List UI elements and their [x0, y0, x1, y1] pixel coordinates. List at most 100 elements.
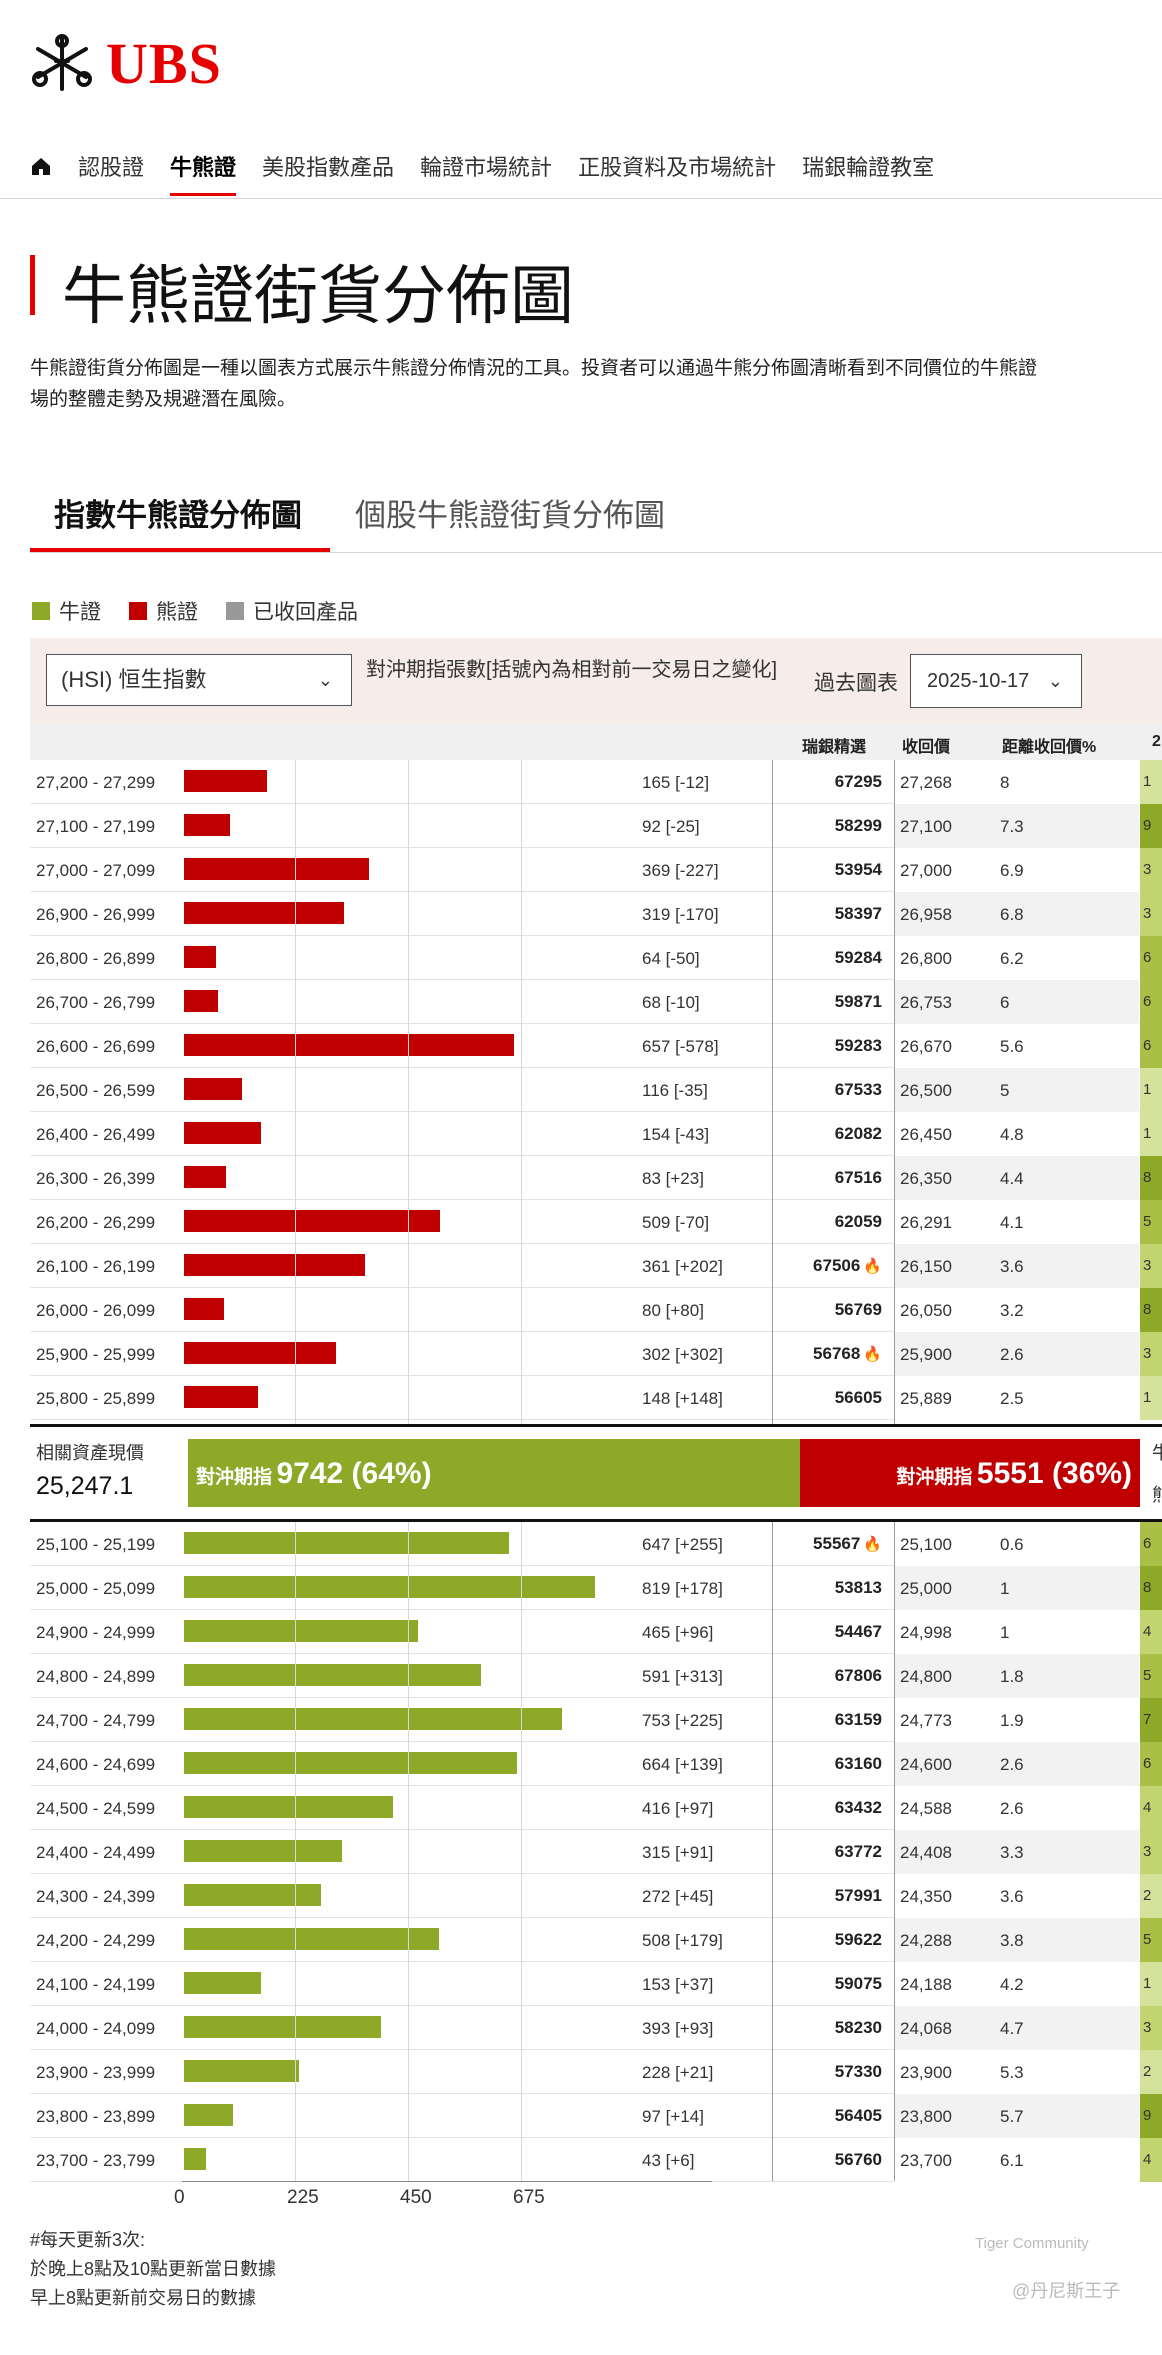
warrant-code-link[interactable]: 63432	[834, 1798, 882, 1817]
table-row[interactable]: 24,600 - 24,699 664 [+139] 63160 24,600 2.6 6	[30, 1742, 1162, 1786]
table-row[interactable]: 25,800 - 25,899 148 [+148] 56605 25,889 2.5 1	[30, 1376, 1162, 1420]
chart-bar[interactable]	[184, 1664, 481, 1686]
chart-bar[interactable]	[184, 2148, 206, 2170]
table-row[interactable]: 24,700 - 24,799 753 [+225] 63159 24,773 1.9 7	[30, 1698, 1162, 1742]
warrant-code-link[interactable]: 63159	[834, 1710, 882, 1729]
table-row[interactable]: 26,900 - 26,999 319 [-170] 58397 26,958 6.8 3	[30, 892, 1162, 936]
table-row[interactable]: 23,900 - 23,999 228 [+21] 57330 23,900 5.3 2	[30, 2050, 1162, 2094]
chart-bar[interactable]	[184, 1796, 393, 1818]
warrant-code-link[interactable]: 67506 🔥	[813, 1256, 882, 1275]
table-row[interactable]: 23,800 - 23,899 97 [+14] 56405 23,800 5.7 9	[30, 2094, 1162, 2138]
chart-bar[interactable]	[184, 814, 230, 836]
warrant-code-link[interactable]: 56768 🔥	[813, 1344, 882, 1363]
date-select[interactable]: 2025-10-17 ⌄	[910, 654, 1082, 708]
warrant-code-link[interactable]: 56605	[834, 1388, 882, 1407]
table-row[interactable]: 24,800 - 24,899 591 [+313] 67806 24,800 1.8 5	[30, 1654, 1162, 1698]
tab-index-cbbc[interactable]: 指數牛熊證分佈圖	[54, 498, 302, 533]
legend-called[interactable]: 已收回產品	[226, 596, 358, 626]
nav-item-education[interactable]: 瑞銀輪證教室	[802, 155, 935, 180]
chart-bar[interactable]	[184, 1166, 226, 1188]
warrant-code-link[interactable]: 58397	[834, 904, 882, 923]
table-row[interactable]: 25,900 - 25,999 302 [+302] 56768 🔥 25,900 2.6…	[30, 1332, 1162, 1376]
warrant-code-link[interactable]: 59075	[834, 1974, 882, 1993]
nav-item-stock-stats[interactable]: 正股資料及市場統計	[578, 155, 777, 180]
ubs-logo[interactable]: UBS	[30, 28, 222, 98]
warrant-code-link[interactable]: 53954	[834, 860, 882, 879]
chart-bar[interactable]	[184, 1078, 242, 1100]
warrant-code-link[interactable]: 54467	[834, 1622, 882, 1641]
warrant-code-link[interactable]: 59283	[834, 1036, 882, 1055]
table-row[interactable]: 26,800 - 26,899 64 [-50] 59284 26,800 6.2 6	[30, 936, 1162, 980]
table-row[interactable]: 24,500 - 24,599 416 [+97] 63432 24,588 2.6 4	[30, 1786, 1162, 1830]
legend-bull[interactable]: 牛證	[32, 596, 101, 626]
home-icon[interactable]	[30, 155, 52, 177]
chart-bar[interactable]	[184, 1254, 365, 1276]
chart-bar[interactable]	[184, 1034, 514, 1056]
table-row[interactable]: 23,700 - 23,799 43 [+6] 56760 23,700 6.1 4	[30, 2138, 1162, 2182]
warrant-code-link[interactable]: 56760	[834, 2150, 882, 2169]
table-row[interactable]: 26,300 - 26,399 83 [+23] 67516 26,350 4.4 8	[30, 1156, 1162, 1200]
chart-bar[interactable]	[184, 2016, 381, 2038]
nav-item-warrants[interactable]: 認股證	[78, 155, 145, 180]
warrant-code-link[interactable]: 62059	[834, 1212, 882, 1231]
warrant-code-link[interactable]: 67806	[834, 1666, 882, 1685]
table-row[interactable]: 27,000 - 27,099 369 [-227] 53954 27,000 6.9 3	[30, 848, 1162, 892]
chart-bar[interactable]	[184, 946, 216, 968]
warrant-code-link[interactable]: 63160	[834, 1754, 882, 1773]
chart-bar[interactable]	[184, 990, 218, 1012]
table-row[interactable]: 24,100 - 24,199 153 [+37] 59075 24,188 4.2 1	[30, 1962, 1162, 2006]
table-row[interactable]: 26,700 - 26,799 68 [-10] 59871 26,753 6 6	[30, 980, 1162, 1024]
warrant-code-link[interactable]: 58230	[834, 2018, 882, 2037]
chart-bar[interactable]	[184, 1122, 261, 1144]
warrant-code-link[interactable]: 67516	[834, 1168, 882, 1187]
chart-bar[interactable]	[184, 1840, 342, 1862]
chart-bar[interactable]	[184, 1752, 517, 1774]
warrant-code-link[interactable]: 59871	[834, 992, 882, 1011]
warrant-code-link[interactable]: 58299	[834, 816, 882, 835]
table-row[interactable]: 26,200 - 26,299 509 [-70] 62059 26,291 4.1 5	[30, 1200, 1162, 1244]
warrant-code-link[interactable]: 67533	[834, 1080, 882, 1099]
chart-bar[interactable]	[184, 1342, 336, 1364]
table-row[interactable]: 26,400 - 26,499 154 [-43] 62082 26,450 4.8 1	[30, 1112, 1162, 1156]
table-row[interactable]: 25,000 - 25,099 819 [+178] 53813 25,000 1 8	[30, 1566, 1162, 1610]
chart-bar[interactable]	[184, 1576, 595, 1598]
chart-bar[interactable]	[184, 1532, 509, 1554]
warrant-code-link[interactable]: 63772	[834, 1842, 882, 1861]
table-row[interactable]: 24,300 - 24,399 272 [+45] 57991 24,350 3.6 2	[30, 1874, 1162, 1918]
table-row[interactable]: 27,100 - 27,199 92 [-25] 58299 27,100 7.3 9	[30, 804, 1162, 848]
legend-bear[interactable]: 熊證	[129, 596, 198, 626]
chart-bar[interactable]	[184, 1972, 261, 1994]
chart-bar[interactable]	[184, 1298, 224, 1320]
table-row[interactable]: 25,100 - 25,199 647 [+255] 55567 🔥 25,100 0.6…	[30, 1522, 1162, 1566]
chart-bar[interactable]	[184, 1386, 258, 1408]
chart-bar[interactable]	[184, 858, 369, 880]
chart-bar[interactable]	[184, 770, 267, 792]
chart-bar[interactable]	[184, 902, 344, 924]
warrant-code-link[interactable]: 56769	[834, 1300, 882, 1319]
warrant-code-link[interactable]: 59284	[834, 948, 882, 967]
chart-bar[interactable]	[184, 1928, 439, 1950]
nav-item-market-stats[interactable]: 輪證市場統計	[420, 155, 553, 180]
table-row[interactable]: 26,000 - 26,099 80 [+80] 56769 26,050 3.2 8	[30, 1288, 1162, 1332]
chart-bar[interactable]	[184, 1210, 440, 1232]
warrant-code-link[interactable]: 57330	[834, 2062, 882, 2081]
chart-bar[interactable]	[184, 1620, 418, 1642]
chart-bar[interactable]	[184, 1708, 562, 1730]
table-row[interactable]: 24,000 - 24,099 393 [+93] 58230 24,068 4.7 3	[30, 2006, 1162, 2050]
table-row[interactable]: 24,400 - 24,499 315 [+91] 63772 24,408 3.3 3	[30, 1830, 1162, 1874]
table-row[interactable]: 26,100 - 26,199 361 [+202] 67506 🔥 26,150 3.6…	[30, 1244, 1162, 1288]
chart-bar[interactable]	[184, 2060, 299, 2082]
tab-stock-cbbc[interactable]: 個股牛熊證街貨分佈圖	[355, 498, 665, 533]
warrant-code-link[interactable]: 67295	[834, 772, 882, 791]
nav-item-cbbc[interactable]: 牛熊證	[170, 150, 237, 196]
warrant-code-link[interactable]: 56405	[834, 2106, 882, 2125]
warrant-code-link[interactable]: 53813	[834, 1578, 882, 1597]
index-select[interactable]: (HSI) 恒生指數 ⌄	[46, 654, 352, 706]
table-row[interactable]: 26,500 - 26,599 116 [-35] 67533 26,500 5 1	[30, 1068, 1162, 1112]
warrant-code-link[interactable]: 55567 🔥	[813, 1534, 882, 1553]
table-row[interactable]: 24,200 - 24,299 508 [+179] 59622 24,288 3.8 5	[30, 1918, 1162, 1962]
chart-bar[interactable]	[184, 2104, 233, 2126]
warrant-code-link[interactable]: 57991	[834, 1886, 882, 1905]
warrant-code-link[interactable]: 62082	[834, 1124, 882, 1143]
warrant-code-link[interactable]: 59622	[834, 1930, 882, 1949]
